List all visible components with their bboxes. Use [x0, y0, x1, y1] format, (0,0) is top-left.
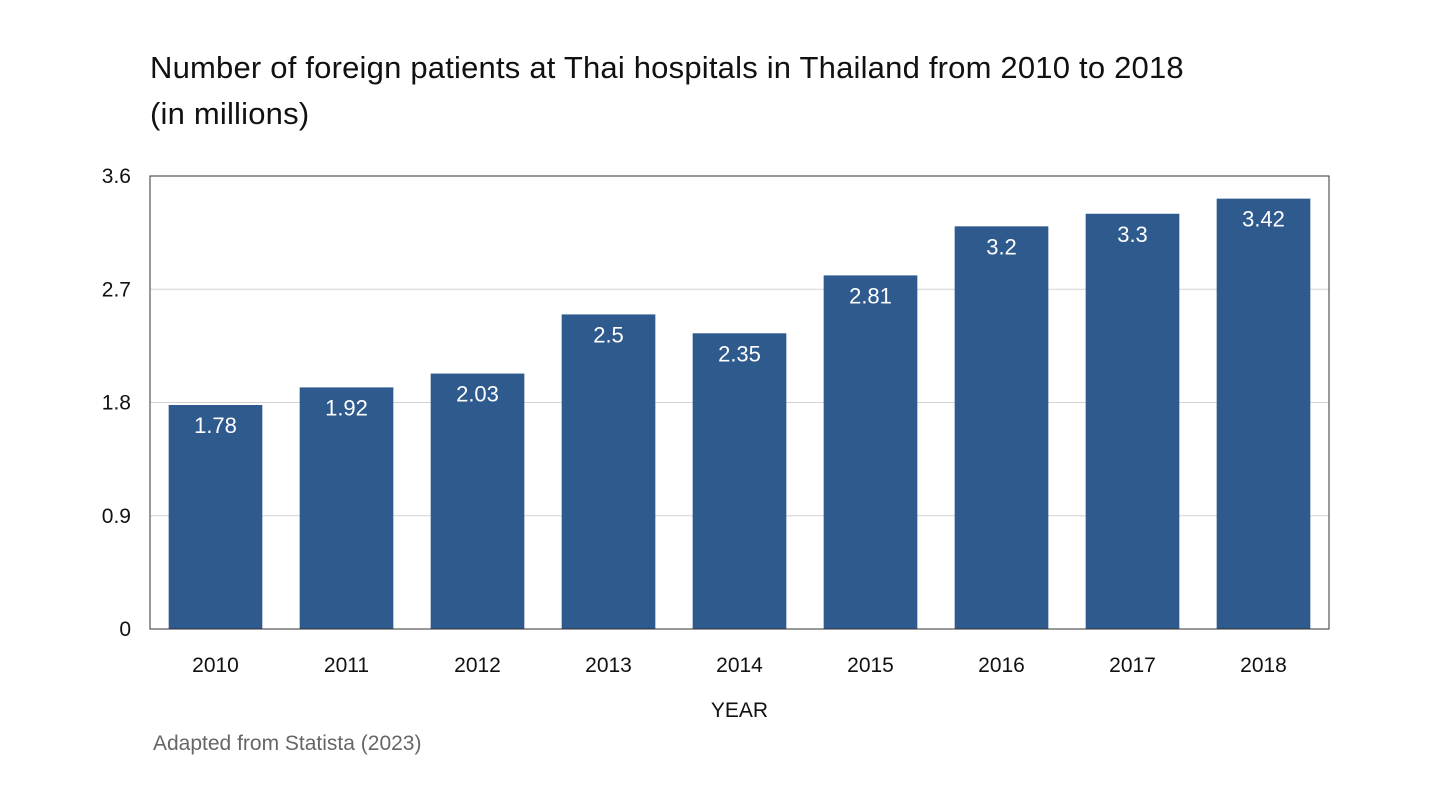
bar-data-label: 3.2	[986, 234, 1017, 259]
chart-title-line-2: (in millions)	[150, 96, 310, 131]
bar-2017	[1085, 213, 1180, 629]
y-tick-label: 1.8	[102, 392, 131, 415]
bar-2016	[954, 226, 1049, 630]
bar-2014	[692, 333, 787, 629]
bar-data-label: 1.92	[325, 395, 368, 420]
y-tick-label: 0.9	[102, 505, 131, 528]
y-tick-label: 2.7	[102, 278, 131, 301]
bar-data-label: 2.5	[593, 322, 624, 347]
y-tick-label: 0	[119, 618, 131, 641]
bar-2018	[1216, 198, 1311, 629]
bar-2012	[430, 373, 525, 629]
x-tick-label: 2018	[1240, 654, 1287, 677]
bars	[168, 198, 1311, 630]
bar-data-label: 1.78	[194, 413, 237, 438]
bar-data-label: 2.03	[456, 382, 499, 407]
x-tick-label: 2014	[716, 654, 763, 677]
bar-data-label: 2.35	[718, 341, 761, 366]
source-note: Adapted from Statista (2023)	[153, 732, 422, 755]
bar-2013	[561, 314, 656, 629]
x-tick-label: 2010	[192, 654, 239, 677]
x-tick-label: 2011	[324, 654, 369, 677]
bar-2010	[168, 405, 263, 629]
x-axis-title: YEAR	[711, 699, 768, 722]
x-tick-label: 2013	[585, 654, 632, 677]
bar-2015	[823, 275, 918, 629]
bar-data-label: 3.3	[1117, 222, 1148, 247]
bar-data-label: 2.81	[849, 283, 892, 308]
y-tick-label: 3.6	[102, 165, 131, 188]
y-axis-ticks: 0 0.9 1.8 2.7 3.6	[102, 165, 131, 641]
bar-data-label: 3.42	[1242, 207, 1285, 232]
x-tick-label: 2017	[1109, 654, 1156, 677]
x-tick-label: 2016	[978, 654, 1025, 677]
x-tick-label: 2015	[847, 654, 894, 677]
bar-data-labels: 1.78 1.92 2.03 2.5 2.35 2.81 3.2 3.3 3.42	[194, 207, 1285, 438]
plot-frame	[149, 175, 1330, 630]
x-axis-ticks: 2010 2011 2012 2013 2014 2015 2016 2017 2018	[192, 654, 1287, 677]
bar-2011	[299, 387, 394, 629]
x-tick-label: 2012	[454, 654, 501, 677]
chart-title-line-1: Number of foreign patients at Thai hospi…	[150, 50, 1184, 85]
